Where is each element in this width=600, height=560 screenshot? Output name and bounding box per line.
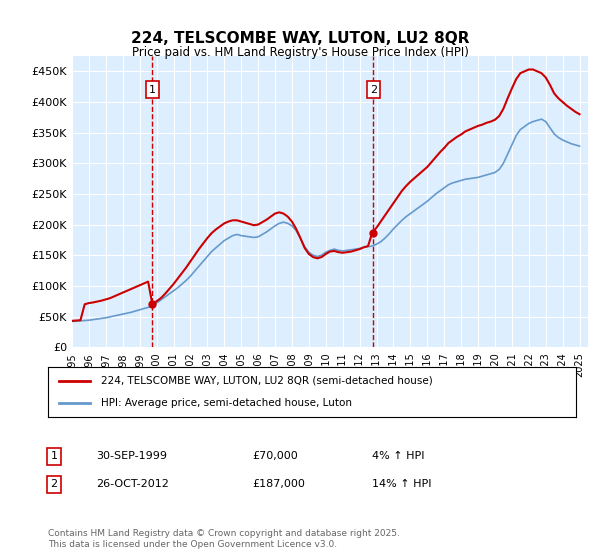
Text: Price paid vs. HM Land Registry's House Price Index (HPI): Price paid vs. HM Land Registry's House … [131, 46, 469, 59]
Text: 14% ↑ HPI: 14% ↑ HPI [372, 479, 431, 489]
Text: 30-SEP-1999: 30-SEP-1999 [96, 451, 167, 461]
Text: Contains HM Land Registry data © Crown copyright and database right 2025.
This d: Contains HM Land Registry data © Crown c… [48, 529, 400, 549]
Text: HPI: Average price, semi-detached house, Luton: HPI: Average price, semi-detached house,… [101, 398, 352, 408]
Text: 2: 2 [50, 479, 58, 489]
Text: 4% ↑ HPI: 4% ↑ HPI [372, 451, 425, 461]
Text: 1: 1 [50, 451, 58, 461]
Text: 2: 2 [370, 85, 377, 95]
Text: 224, TELSCOMBE WAY, LUTON, LU2 8QR: 224, TELSCOMBE WAY, LUTON, LU2 8QR [131, 31, 469, 46]
Text: 224, TELSCOMBE WAY, LUTON, LU2 8QR (semi-detached house): 224, TELSCOMBE WAY, LUTON, LU2 8QR (semi… [101, 376, 433, 386]
Text: 26-OCT-2012: 26-OCT-2012 [96, 479, 169, 489]
Text: £70,000: £70,000 [252, 451, 298, 461]
Text: £187,000: £187,000 [252, 479, 305, 489]
Text: 1: 1 [149, 85, 156, 95]
